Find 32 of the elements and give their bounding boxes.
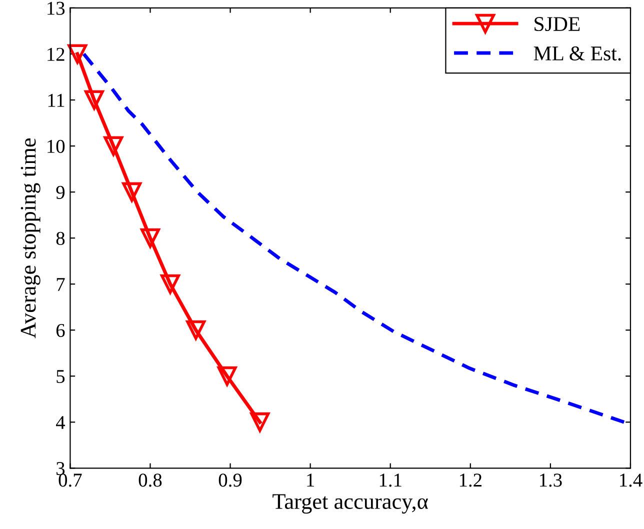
y-tick-label: 5 [56, 370, 65, 384]
x-tick-label: 1 [307, 474, 314, 487]
point [140, 228, 160, 248]
legend-label: ML & Est. [534, 46, 621, 61]
x-tick-label: 1.3 [540, 474, 562, 487]
point [84, 90, 104, 110]
y-tick-label: 10 [48, 140, 65, 153]
y-tick-label: 7 [56, 278, 65, 291]
x-tick-label: 0.8 [138, 474, 162, 487]
y-tick-label: 3 [56, 462, 65, 476]
y-tick-label: 9 [56, 186, 65, 199]
x-tick-label: 0.9 [218, 474, 242, 487]
point [186, 320, 206, 340]
point [122, 182, 142, 202]
point [68, 44, 88, 64]
y-tick-label: 13 [48, 2, 65, 15]
point [250, 412, 270, 432]
x-tick-label: 1.4 [620, 474, 642, 487]
legend-label: SJDE [534, 17, 580, 32]
y-axis-title: Average stopping time [20, 138, 40, 338]
y-tick-label: 11 [48, 94, 64, 107]
point [160, 274, 180, 294]
y-tick-label: 6 [56, 324, 65, 338]
point [104, 136, 124, 156]
y-tick-label: 8 [56, 232, 65, 245]
x-tick-label: 1.1 [380, 474, 402, 487]
x-tick-label: 0.7 [58, 474, 82, 487]
y-tick-label: 4 [56, 416, 66, 429]
x-axis-title: Target accuracy,α [272, 494, 428, 514]
point [217, 366, 237, 386]
x-tick-label: 1.2 [460, 474, 482, 487]
y-tick-label: 12 [48, 48, 64, 61]
